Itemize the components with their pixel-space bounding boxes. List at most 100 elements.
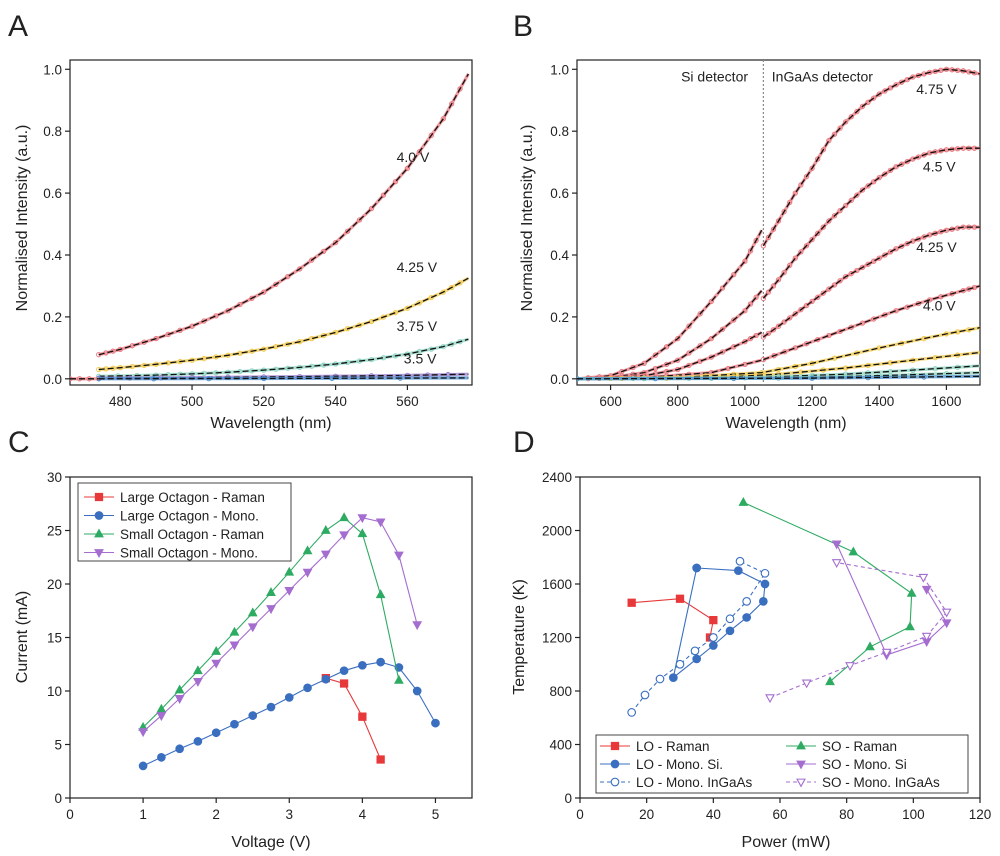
spectrum-point	[719, 326, 726, 332]
data-point	[709, 615, 718, 625]
spectrum-point	[708, 298, 714, 305]
data-point	[376, 755, 385, 764]
spectrum-point	[815, 230, 821, 236]
fit-line	[762, 147, 980, 299]
y-tick-label: 30	[47, 470, 62, 485]
spectrum-point	[859, 264, 866, 271]
spectrum-series	[760, 224, 980, 340]
spectrum-point	[865, 261, 871, 267]
spectrum-point	[787, 315, 793, 321]
x-tick-label: 120	[969, 807, 992, 822]
spectrum-point	[760, 295, 767, 301]
spectrum-band	[98, 73, 470, 357]
data-series	[321, 674, 385, 764]
x-tick-label: 1	[139, 807, 147, 822]
spectrum-point	[820, 224, 826, 230]
data-point	[266, 587, 276, 596]
spectrum-point	[865, 183, 871, 189]
series-line	[631, 598, 714, 638]
y-tick-label: 2000	[542, 524, 572, 539]
spectrum-series	[96, 337, 469, 379]
spectrum-point	[765, 289, 772, 295]
spectrum-point	[893, 308, 899, 314]
spectrum-point	[803, 302, 810, 309]
spectrum-point	[771, 353, 777, 359]
spectrum-point	[831, 131, 838, 137]
spectrum-point	[416, 300, 423, 306]
spectrum-point	[848, 114, 854, 120]
data-point	[627, 708, 637, 717]
spectrum-point	[871, 179, 877, 185]
y-tick-label: 0	[54, 791, 62, 806]
data-point	[193, 665, 203, 675]
spectrum-point	[731, 271, 737, 278]
data-point	[266, 702, 276, 712]
data-point	[742, 613, 752, 622]
data-point	[156, 703, 167, 713]
data-series	[138, 514, 423, 738]
spectrum-point	[848, 270, 854, 277]
spectrum-point	[404, 165, 411, 171]
spectrum-point	[904, 241, 910, 247]
spectrum-point	[392, 179, 399, 185]
spectrum-point	[201, 318, 207, 324]
spectrum-point	[859, 187, 866, 193]
legend-label: Large Octagon - Raman	[120, 490, 265, 505]
spectrum-point	[803, 243, 810, 249]
spectrum-series	[96, 73, 470, 358]
panel-label-a: A	[8, 10, 28, 43]
series-annotation: 4.0 V	[397, 149, 430, 165]
data-point	[825, 676, 835, 686]
data-point	[394, 551, 404, 561]
spectrum-point	[747, 335, 754, 342]
y-tick-label: 1.0	[550, 62, 569, 77]
data-point	[358, 712, 367, 721]
data-point	[675, 659, 685, 669]
data-point	[725, 626, 735, 636]
spectrum-point	[731, 317, 737, 323]
data-point	[357, 514, 368, 524]
plot-frame	[576, 59, 981, 386]
fit-line	[577, 290, 763, 380]
spectrum-point	[854, 267, 860, 274]
spectrum-point	[882, 252, 888, 258]
data-point	[284, 693, 294, 702]
x-tick-label: 0	[66, 807, 74, 822]
spectrum-point	[285, 274, 291, 280]
x-tick-label: 480	[109, 394, 132, 409]
spectrum-point	[792, 255, 798, 261]
spectrum-point	[652, 365, 659, 372]
spectrum-series	[577, 374, 980, 382]
spectrum-point	[820, 147, 826, 153]
panel-label-c: C	[8, 426, 30, 459]
data-point	[211, 645, 222, 655]
data-point	[690, 646, 700, 656]
x-tick-label: 100	[902, 807, 925, 822]
spectrum-point	[871, 258, 877, 264]
spectrum-point	[882, 312, 888, 318]
spectrum-point	[663, 361, 670, 368]
y-tick-label: 1200	[542, 631, 572, 646]
spectrum-point	[440, 289, 446, 295]
spectrum-point	[686, 350, 692, 356]
spectrum-point	[770, 327, 777, 333]
spectrum-point	[887, 167, 894, 174]
spectrum-point	[663, 344, 670, 350]
y-tick-label: 0.8	[550, 124, 569, 139]
spectrum-point	[781, 269, 787, 276]
legend: LO - Raman LO - Mono. Si. LO - Mono. InGaA…	[595, 734, 969, 794]
x-tick-label: 1400	[864, 394, 894, 409]
spectrum-point	[809, 236, 815, 243]
x-tick-label: 520	[253, 394, 276, 409]
spectrum-point	[898, 243, 905, 249]
spectrum-point	[865, 99, 871, 105]
panel-d-xlabel: Power (mW)	[742, 834, 831, 851]
spectrum-series	[577, 229, 764, 382]
data-point	[941, 608, 952, 618]
data-point	[412, 686, 422, 696]
spectrum-point	[697, 343, 703, 349]
series-line	[672, 567, 766, 679]
panel-a: 480 500 520 540 560 0.0 0.2 0.4 0.6 0.8 1.0 4.0 V 4.…	[43, 59, 473, 409]
